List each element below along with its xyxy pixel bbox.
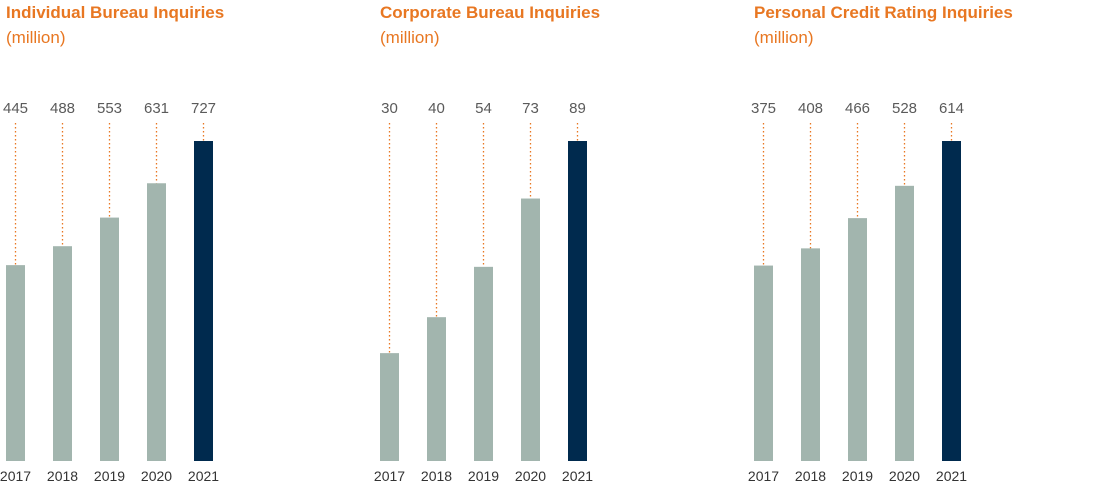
bar-2018 (801, 248, 820, 461)
value-label: 553 (97, 100, 122, 117)
bar-chart-svg: 445 2017 488 2018 553 2019 631 2020 727 2021 (0, 100, 219, 484)
value-label: 727 (191, 100, 216, 117)
bar-2018 (53, 246, 72, 461)
year-label: 2021 (188, 468, 219, 484)
chart-panel-corporate: Corporate Bureau Inquiries (million) 30 2… (374, 0, 680, 488)
chart-unit: (million) (380, 28, 440, 47)
bar-chart-svg: 30 2017 40 2018 54 2019 73 2020 89 2021 (374, 100, 593, 484)
bar-2019 (100, 217, 119, 461)
chart-title: Individual Bureau Inquiries (6, 3, 225, 22)
bar-2020 (521, 198, 540, 462)
year-label: 2019 (94, 468, 125, 484)
bar-2017 (380, 353, 399, 461)
value-label: 466 (845, 100, 870, 117)
year-label: 2021 (562, 468, 593, 484)
chart-unit: (million) (6, 28, 66, 47)
value-label: 375 (751, 100, 776, 117)
chart-title: Personal Credit Rating Inquiries (754, 3, 1013, 22)
year-label: 2020 (889, 468, 920, 484)
value-label: 614 (939, 100, 964, 117)
bar-2019 (848, 218, 867, 461)
bar-2020 (895, 185, 914, 461)
value-label: 528 (892, 100, 917, 117)
value-label: 488 (50, 100, 75, 117)
year-label: 2020 (515, 468, 546, 484)
year-label: 2017 (0, 468, 31, 484)
year-label: 2020 (141, 468, 172, 484)
value-label: 445 (3, 100, 28, 117)
year-label: 2021 (936, 468, 967, 484)
year-label: 2018 (795, 468, 826, 484)
chart-unit: (million) (754, 28, 814, 47)
year-label: 2018 (47, 468, 78, 484)
bar-2021 (942, 141, 961, 461)
bar-2017 (6, 265, 25, 461)
value-label: 631 (144, 100, 169, 117)
bar-2021 (194, 141, 213, 461)
bar-2018 (427, 317, 446, 461)
value-label: 89 (569, 100, 586, 117)
year-label: 2017 (374, 468, 405, 484)
bar-2019 (474, 266, 493, 461)
chart-title: Corporate Bureau Inquiries (380, 3, 601, 22)
chart-panel-personal-credit: Personal Credit Rating Inquiries (millio… (748, 0, 1054, 488)
value-label: 30 (381, 100, 398, 117)
year-label: 2019 (468, 468, 499, 484)
bar-2021 (568, 141, 587, 461)
bar-2020 (147, 183, 166, 461)
value-label: 408 (798, 100, 823, 117)
bar-chart-svg: 375 2017 408 2018 466 2019 528 2020 614 2021 (748, 100, 967, 484)
bar-2017 (754, 265, 773, 461)
year-label: 2018 (421, 468, 452, 484)
value-label: 73 (522, 100, 539, 117)
year-label: 2017 (748, 468, 779, 484)
value-label: 54 (475, 100, 492, 117)
value-label: 40 (428, 100, 445, 117)
chart-panel-individual: Individual Bureau Inquiries (million) 44… (0, 0, 306, 488)
year-label: 2019 (842, 468, 873, 484)
